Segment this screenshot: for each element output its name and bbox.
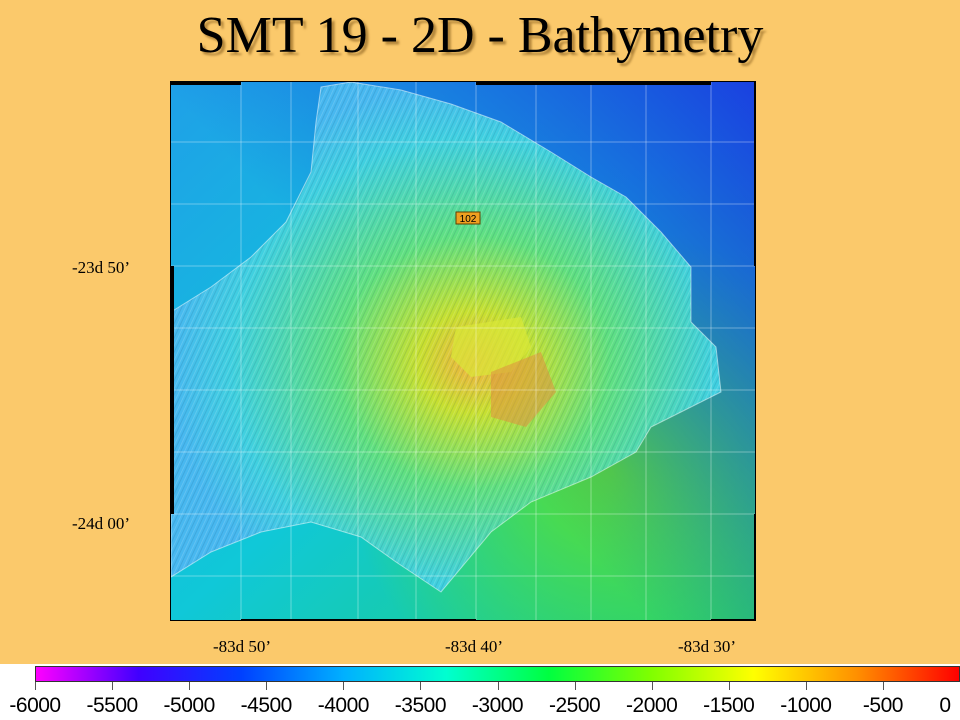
lat-label-24-00: -24d 00’ (72, 514, 131, 533)
scale-tick (266, 682, 268, 690)
map-grid (171, 82, 755, 620)
scale-tick-label: 0 (939, 694, 951, 717)
scale-tick-label: -3000 (471, 694, 524, 717)
summit-plateau (451, 317, 531, 377)
scale-tick (420, 682, 422, 690)
scale-tick-label: -1500 (703, 694, 755, 717)
summit-peak (491, 352, 556, 427)
scale-tick (497, 682, 499, 690)
scale-tick (805, 682, 807, 690)
scale-tick-label: -6000 (9, 694, 61, 717)
lon-label-83-50: -83d 50’ (212, 637, 272, 656)
lon-label-83-40: -83d 40’ (444, 637, 504, 656)
scale-tick (651, 682, 653, 690)
color-scale-bar (35, 666, 960, 682)
scale-tick-label: -1000 (780, 694, 832, 717)
depth-color-scale: -6000 -5500 -5000 -4500 -4000 -3500 -3000 -2500… (0, 664, 960, 720)
scale-tick (728, 682, 730, 690)
scale-tick-label: -2000 (626, 694, 678, 717)
bathymetry-map: 102 (170, 81, 756, 621)
lat-label-23-50: -23d 50’ (72, 258, 131, 277)
scale-tick-label: -4500 (240, 694, 293, 717)
scale-tick-label: -500 (862, 694, 904, 717)
slide-title: SMT 19 - 2D - Bathymetry (196, 7, 764, 64)
scale-tick (882, 682, 884, 690)
scale-tick-label: -5500 (86, 694, 138, 717)
scale-tick (574, 682, 576, 690)
scale-tick (35, 682, 36, 690)
scale-tick (112, 682, 114, 690)
scale-tick (189, 682, 191, 690)
station-marker-label: 102 (460, 214, 477, 225)
scale-tick-label: -3500 (394, 694, 447, 717)
scale-tick-label: -5000 (163, 694, 216, 717)
scale-tick-label: -4000 (317, 694, 370, 717)
scale-tick (343, 682, 345, 690)
station-marker: 102 (455, 211, 481, 225)
lon-label-83-30: -83d 30’ (677, 637, 737, 656)
map-frame-marks (171, 82, 755, 620)
scale-tick-label: -2500 (548, 694, 601, 717)
